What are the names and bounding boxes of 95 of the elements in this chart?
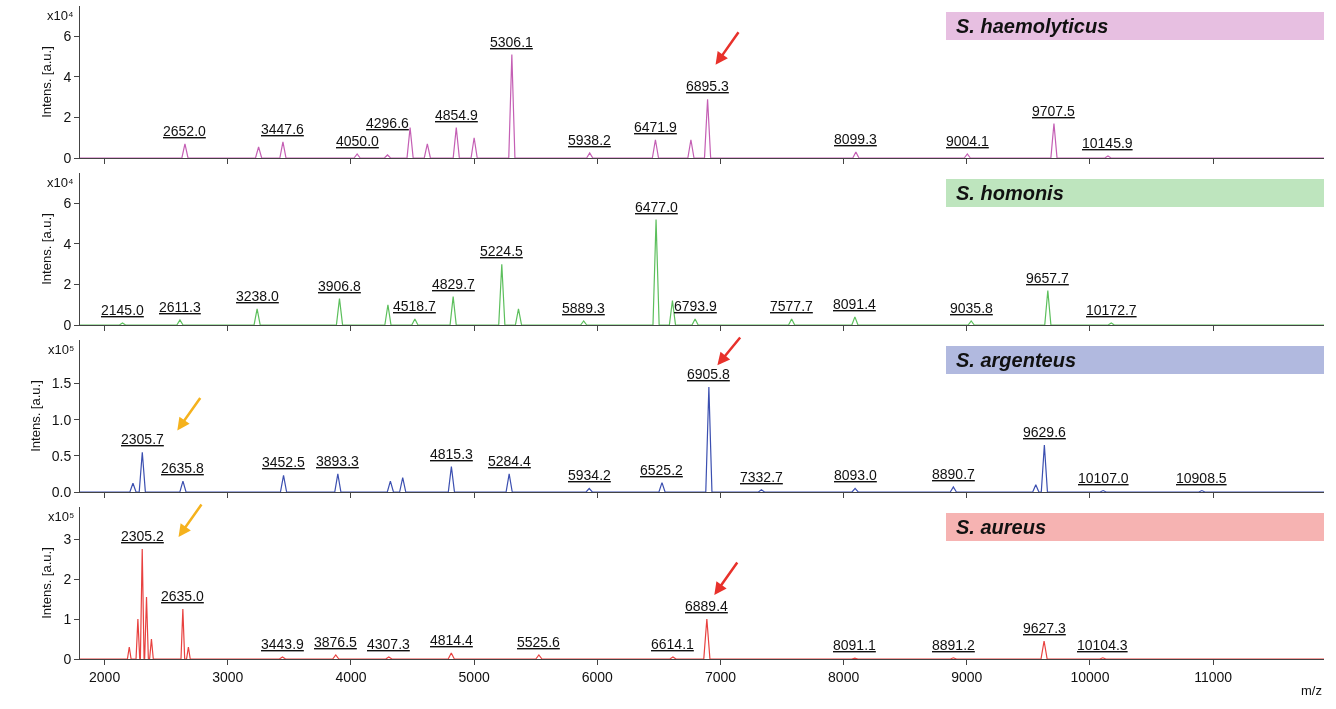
text: x10⁴ [47,175,74,190]
y-tick-label: 1.0 [51,411,72,428]
annotation: 6905.8 [687,366,731,382]
annotation: 9629.6 [1023,424,1067,440]
annotation: 8890.7 [932,466,976,482]
annotation: 8091.1 [833,637,877,653]
annotation: 2635.8 [161,460,205,476]
annotation: 5224.5 [480,243,524,259]
annotation: 9657.7 [1026,270,1070,286]
annotation: 5934.2 [568,467,612,483]
annotation: 4518.7 [393,298,437,314]
y-tick-label: 0 [63,149,72,166]
annotation: 10104.3 [1077,637,1128,653]
annotation: 3443.9 [261,636,305,652]
x-tick-label: 7000 [704,668,737,685]
annotation: 4296.6 [366,115,410,131]
title-banner: S. homonis [946,179,1324,207]
annotation: 8099.3 [834,131,878,147]
annotation: 10172.7 [1086,302,1137,318]
annotation: 10908.5 [1176,470,1227,486]
y-axis-title: Intens. [a.u.] [39,46,55,118]
annotation: 4814.4 [430,632,474,648]
text: x10⁴ [47,8,74,23]
annotation: 4307.3 [367,636,411,652]
annotation: 6525.2 [640,462,684,478]
y-axis-title: Intens. [a.u.] [27,380,43,452]
annotation: 6793.9 [674,298,718,314]
annotation: 2635.0 [161,588,205,604]
annotation: 8091.4 [833,296,877,312]
y-tick-label: 3 [63,530,72,547]
annotation: 4854.9 [435,107,479,123]
annotation: 2305.2 [121,528,165,544]
annotation: 7577.7 [770,298,814,314]
annotation: 8891.2 [932,637,976,653]
annotation: 9627.3 [1023,620,1067,636]
text: x10⁵ [48,509,75,524]
annotation: 3906.8 [318,278,362,294]
title-banner: S. argenteus [946,346,1324,374]
annotation: 3447.6 [261,121,305,137]
annotation: 9707.5 [1032,103,1076,119]
x-tick-label: 11000 [1194,668,1233,685]
title-banner: S. haemolyticus [946,12,1324,40]
annotation: 9004.1 [946,133,990,149]
y-axis-title: Intens. [a.u.] [39,213,55,285]
annotation: 2611.3 [159,299,201,315]
y-tick-label: 2 [63,109,72,126]
annotation: 6614.1 [651,636,695,652]
annotation: 9035.8 [950,300,994,316]
x-tick-label: 10000 [1070,668,1110,685]
x-tick-label: 3000 [212,668,244,685]
y-tick-label: 6 [63,28,72,45]
x-tick-label: 9000 [951,668,983,685]
x-tick-label: 2000 [89,668,121,685]
y-tick-label: 0 [63,316,72,333]
annotation: 3238.0 [236,288,280,304]
x-axis-title: m/z [1301,683,1322,698]
annotation: 5938.2 [568,132,612,148]
annotation: 5284.4 [488,453,532,469]
x-tick-label: 4000 [335,668,367,685]
y-tick-label: 1.5 [51,375,72,392]
y-tick-label: 4 [63,235,72,252]
title-banner: S. aureus [946,513,1324,541]
y-tick-label: 2 [63,276,72,293]
annotation: 4815.3 [430,446,474,462]
annotation: 2305.7 [121,431,165,447]
y-tick-label: 0.0 [51,483,72,500]
y-tick-label: 4 [63,68,72,85]
annotation: 7332.7 [740,469,784,485]
annotation: 6889.4 [685,598,729,614]
annotation: 4050.0 [336,133,380,149]
annotation: 3876.5 [314,634,358,650]
annotation: 2652.0 [163,123,207,139]
annotation: 5306.1 [490,34,534,50]
annotation: 5525.6 [517,634,561,650]
x-tick-label: 6000 [581,668,614,685]
y-axis-title: Intens. [a.u.] [39,547,55,619]
annotation: 3452.5 [262,454,306,470]
annotation: 4829.7 [432,276,476,292]
y-tick-label: 0 [63,650,72,667]
text: x10⁵ [48,342,75,357]
annotation: 5889.3 [562,300,606,316]
annotation: 3893.3 [316,453,360,469]
annotation: 6895.3 [686,78,730,94]
y-tick-label: 2 [63,570,72,587]
annotation: 6471.9 [634,119,678,135]
annotation: 10107.0 [1078,470,1129,486]
y-tick-label: 6 [63,195,72,212]
y-tick-label: 0.5 [51,447,72,464]
x-tick-label: 5000 [458,668,490,685]
annotation: 10145.9 [1082,135,1133,151]
annotation: 6477.0 [635,199,679,215]
y-tick-label: 1 [63,610,72,627]
annotation: 8093.0 [834,467,878,483]
x-tick-label: 8000 [828,668,860,685]
annotation: 2145.0 [101,302,145,318]
